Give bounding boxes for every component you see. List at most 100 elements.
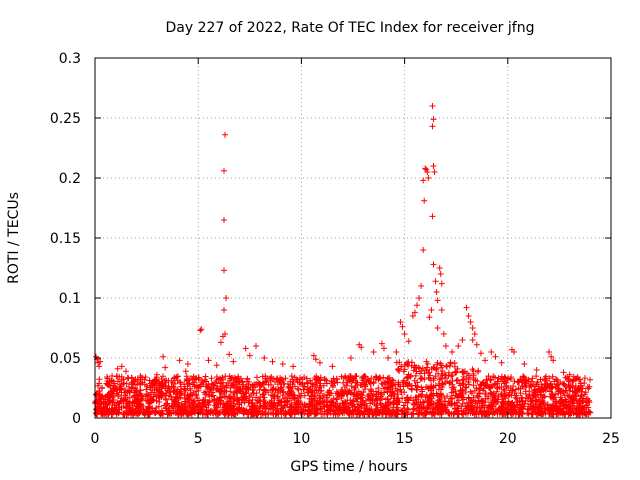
data-point	[575, 386, 582, 393]
data-point	[287, 390, 294, 397]
data-point	[360, 374, 367, 381]
data-point	[500, 400, 507, 407]
data-point	[124, 374, 131, 381]
data-point	[303, 402, 310, 409]
data-point	[287, 407, 294, 414]
data-point	[262, 404, 269, 411]
data-point	[197, 327, 204, 334]
data-point	[240, 383, 247, 390]
data-point	[488, 391, 495, 398]
data-point	[502, 404, 509, 411]
data-point	[189, 376, 196, 383]
data-point	[429, 123, 436, 130]
data-point	[417, 392, 424, 399]
data-point	[326, 401, 333, 408]
data-point	[329, 383, 336, 390]
data-point	[413, 407, 420, 414]
data-point	[434, 297, 441, 304]
data-point	[435, 381, 442, 388]
data-point	[512, 386, 519, 393]
data-point	[242, 407, 249, 414]
data-point	[465, 313, 472, 319]
data-point	[242, 345, 249, 352]
data-point	[143, 386, 150, 393]
data-point	[438, 280, 445, 287]
data-point	[118, 373, 125, 380]
data-point	[402, 411, 409, 418]
data-point	[495, 393, 502, 400]
data-point	[521, 361, 528, 367]
data-point	[301, 392, 308, 399]
data-point	[228, 395, 235, 402]
data-point	[507, 375, 514, 382]
data-point	[162, 385, 169, 392]
data-point	[144, 390, 151, 397]
data-point	[97, 407, 104, 414]
data-point	[242, 389, 249, 396]
data-point	[358, 394, 365, 401]
data-point	[268, 387, 275, 394]
data-point	[502, 395, 509, 402]
data-point	[442, 343, 449, 349]
data-point	[410, 367, 417, 374]
data-point	[344, 405, 351, 412]
data-point	[347, 397, 354, 404]
data-point	[478, 409, 485, 416]
data-point	[435, 386, 442, 393]
data-point	[150, 380, 157, 387]
data-point	[221, 167, 227, 174]
data-point	[483, 390, 490, 397]
data-point	[334, 379, 341, 386]
data-point	[558, 397, 565, 404]
data-point	[110, 392, 117, 399]
data-point	[456, 380, 463, 387]
data-point	[440, 331, 447, 337]
data-point	[390, 377, 397, 384]
data-point	[183, 378, 190, 385]
data-point	[382, 379, 389, 386]
y-axis-label: ROTI / TECUs	[6, 192, 22, 284]
data-point	[175, 373, 181, 380]
data-point	[434, 403, 441, 410]
data-point	[394, 366, 401, 373]
data-point	[152, 410, 159, 417]
data-point	[581, 379, 588, 386]
data-point	[461, 409, 468, 416]
data-point	[330, 399, 337, 406]
data-point	[488, 399, 495, 406]
data-point	[388, 382, 395, 389]
data-point	[222, 373, 229, 380]
data-point	[338, 386, 345, 393]
data-point	[421, 410, 428, 417]
data-point	[467, 319, 474, 325]
data-point	[488, 402, 495, 409]
data-point	[476, 393, 483, 400]
data-point	[137, 373, 144, 379]
data-point	[555, 411, 562, 418]
data-point	[311, 381, 318, 388]
data-point	[421, 197, 428, 204]
data-point	[98, 385, 105, 392]
data-point	[413, 394, 420, 401]
data-point	[279, 361, 286, 367]
data-point	[458, 393, 465, 400]
data-point	[182, 368, 189, 375]
data-point	[286, 388, 293, 395]
data-point	[433, 365, 440, 372]
data-point	[437, 409, 444, 416]
data-point	[226, 410, 233, 417]
data-point	[216, 388, 223, 395]
data-point	[370, 349, 377, 355]
data-point	[226, 377, 233, 384]
data-point	[243, 378, 250, 385]
data-point	[587, 376, 594, 383]
data-point	[463, 304, 470, 311]
data-point	[307, 385, 314, 392]
data-point	[560, 369, 567, 376]
data-point	[534, 387, 541, 394]
data-point	[473, 408, 480, 415]
data-point	[306, 403, 313, 410]
data-point	[548, 404, 555, 411]
data-point	[288, 373, 295, 380]
